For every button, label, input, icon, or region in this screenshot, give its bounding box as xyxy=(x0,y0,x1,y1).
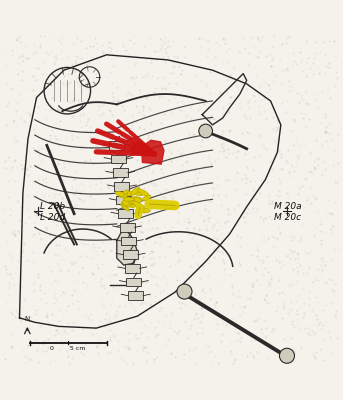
Text: M 20a
M 20c: M 20a M 20c xyxy=(274,202,301,222)
Bar xyxy=(125,264,140,273)
Ellipse shape xyxy=(131,197,142,200)
Bar xyxy=(128,291,143,300)
Bar xyxy=(116,196,131,204)
Text: L 20b
L 20d: L 20b L 20d xyxy=(40,202,65,222)
Ellipse shape xyxy=(131,191,143,196)
Circle shape xyxy=(280,348,295,363)
Ellipse shape xyxy=(115,192,125,196)
Ellipse shape xyxy=(126,197,132,201)
Ellipse shape xyxy=(142,195,151,201)
Ellipse shape xyxy=(120,190,129,196)
Ellipse shape xyxy=(123,203,132,207)
Ellipse shape xyxy=(119,192,128,198)
Ellipse shape xyxy=(127,200,140,204)
Text: N: N xyxy=(25,316,30,322)
Ellipse shape xyxy=(130,187,140,196)
Ellipse shape xyxy=(122,200,129,206)
Bar xyxy=(121,236,136,246)
Bar xyxy=(127,278,141,286)
Bar xyxy=(113,168,128,177)
Polygon shape xyxy=(117,227,137,265)
Ellipse shape xyxy=(137,189,149,196)
Bar xyxy=(120,223,134,232)
Bar xyxy=(118,209,133,218)
Circle shape xyxy=(177,284,192,299)
Ellipse shape xyxy=(122,191,131,196)
Ellipse shape xyxy=(121,204,129,211)
Ellipse shape xyxy=(123,198,134,201)
Bar xyxy=(111,154,126,164)
Ellipse shape xyxy=(138,208,150,213)
Circle shape xyxy=(199,124,213,138)
Polygon shape xyxy=(141,140,164,164)
Ellipse shape xyxy=(135,206,145,212)
Ellipse shape xyxy=(137,208,144,213)
Ellipse shape xyxy=(132,201,144,208)
Ellipse shape xyxy=(122,201,128,206)
Bar xyxy=(109,141,125,150)
Ellipse shape xyxy=(130,204,136,208)
Bar xyxy=(115,182,129,191)
Bar xyxy=(123,250,138,259)
Ellipse shape xyxy=(133,197,142,202)
Text: 0        5 cm: 0 5 cm xyxy=(50,346,86,351)
